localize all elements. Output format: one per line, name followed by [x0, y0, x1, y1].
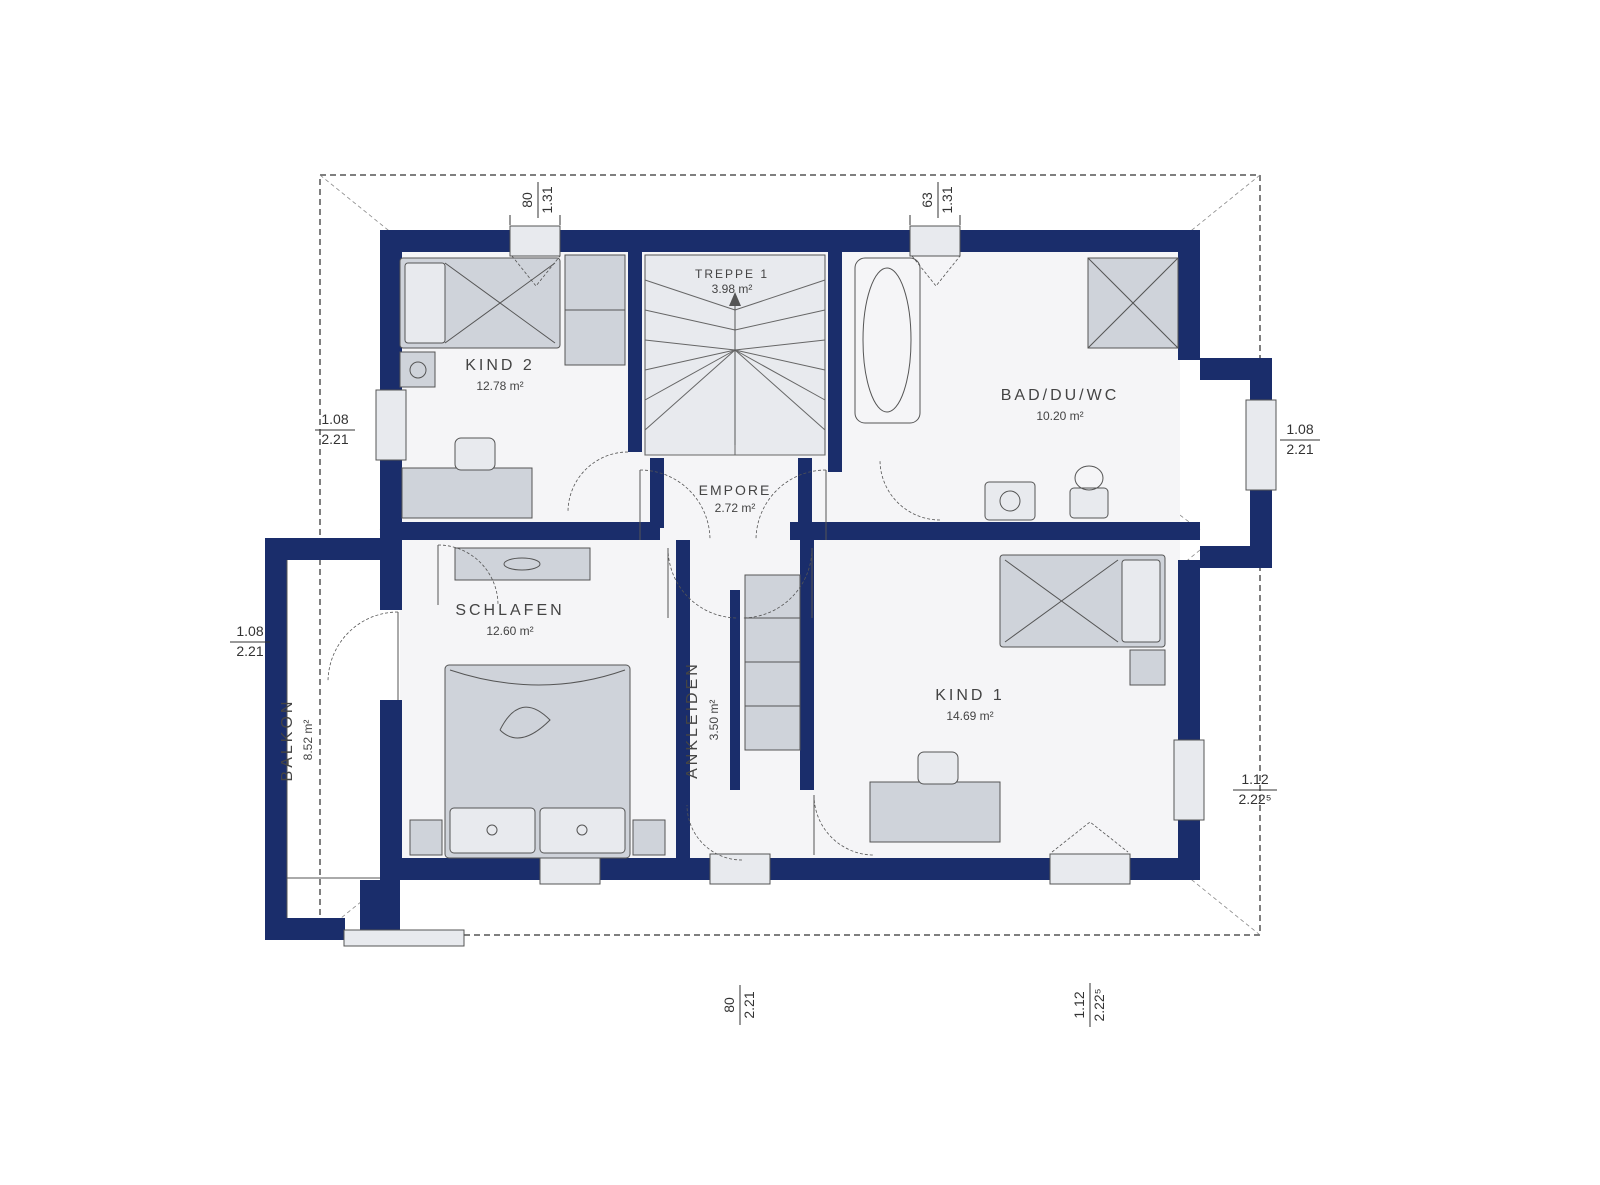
label-ankleiden: ANKLEIDEN [684, 661, 701, 779]
label-kind1: KIND 1 [935, 687, 1005, 704]
label-empore: EMPORE [699, 482, 772, 498]
svg-text:1.31: 1.31 [939, 186, 955, 213]
label-treppe: TREPPE 1 [695, 267, 769, 281]
svg-text:2.21: 2.21 [321, 431, 348, 447]
svg-text:1.08: 1.08 [1286, 421, 1313, 437]
svg-text:2.22⁵: 2.22⁵ [1238, 791, 1271, 807]
area-empore: 2.72 m² [715, 501, 756, 515]
area-balkon: 8.52 m² [301, 720, 315, 761]
area-schlafen: 12.60 m² [486, 624, 533, 638]
floor-plan: KIND 2 12.78 m² TREPPE 1 3.98 m² BAD/DU/… [0, 0, 1600, 1185]
svg-text:2.21: 2.21 [1286, 441, 1313, 457]
svg-text:1.08: 1.08 [321, 411, 348, 427]
svg-text:63: 63 [919, 192, 935, 208]
svg-text:1.08: 1.08 [236, 623, 263, 639]
label-balkon: BALKON [279, 699, 296, 782]
area-bad: 10.20 m² [1036, 409, 1083, 423]
svg-text:2.22⁵: 2.22⁵ [1091, 988, 1107, 1021]
svg-text:1.12: 1.12 [1241, 771, 1268, 787]
area-ankleiden: 3.50 m² [707, 700, 721, 741]
svg-text:2.21: 2.21 [741, 991, 757, 1018]
area-kind2: 12.78 m² [476, 379, 523, 393]
area-treppe: 3.98 m² [712, 282, 753, 296]
svg-text:80: 80 [519, 192, 535, 208]
svg-text:1.31: 1.31 [539, 186, 555, 213]
svg-text:2.21: 2.21 [236, 643, 263, 659]
area-kind1: 14.69 m² [946, 709, 993, 723]
label-schlafen: SCHLAFEN [455, 602, 564, 619]
label-bad: BAD/DU/WC [1001, 387, 1120, 404]
svg-text:80: 80 [721, 997, 737, 1013]
svg-text:1.12: 1.12 [1071, 991, 1087, 1018]
label-kind2: KIND 2 [465, 357, 535, 374]
